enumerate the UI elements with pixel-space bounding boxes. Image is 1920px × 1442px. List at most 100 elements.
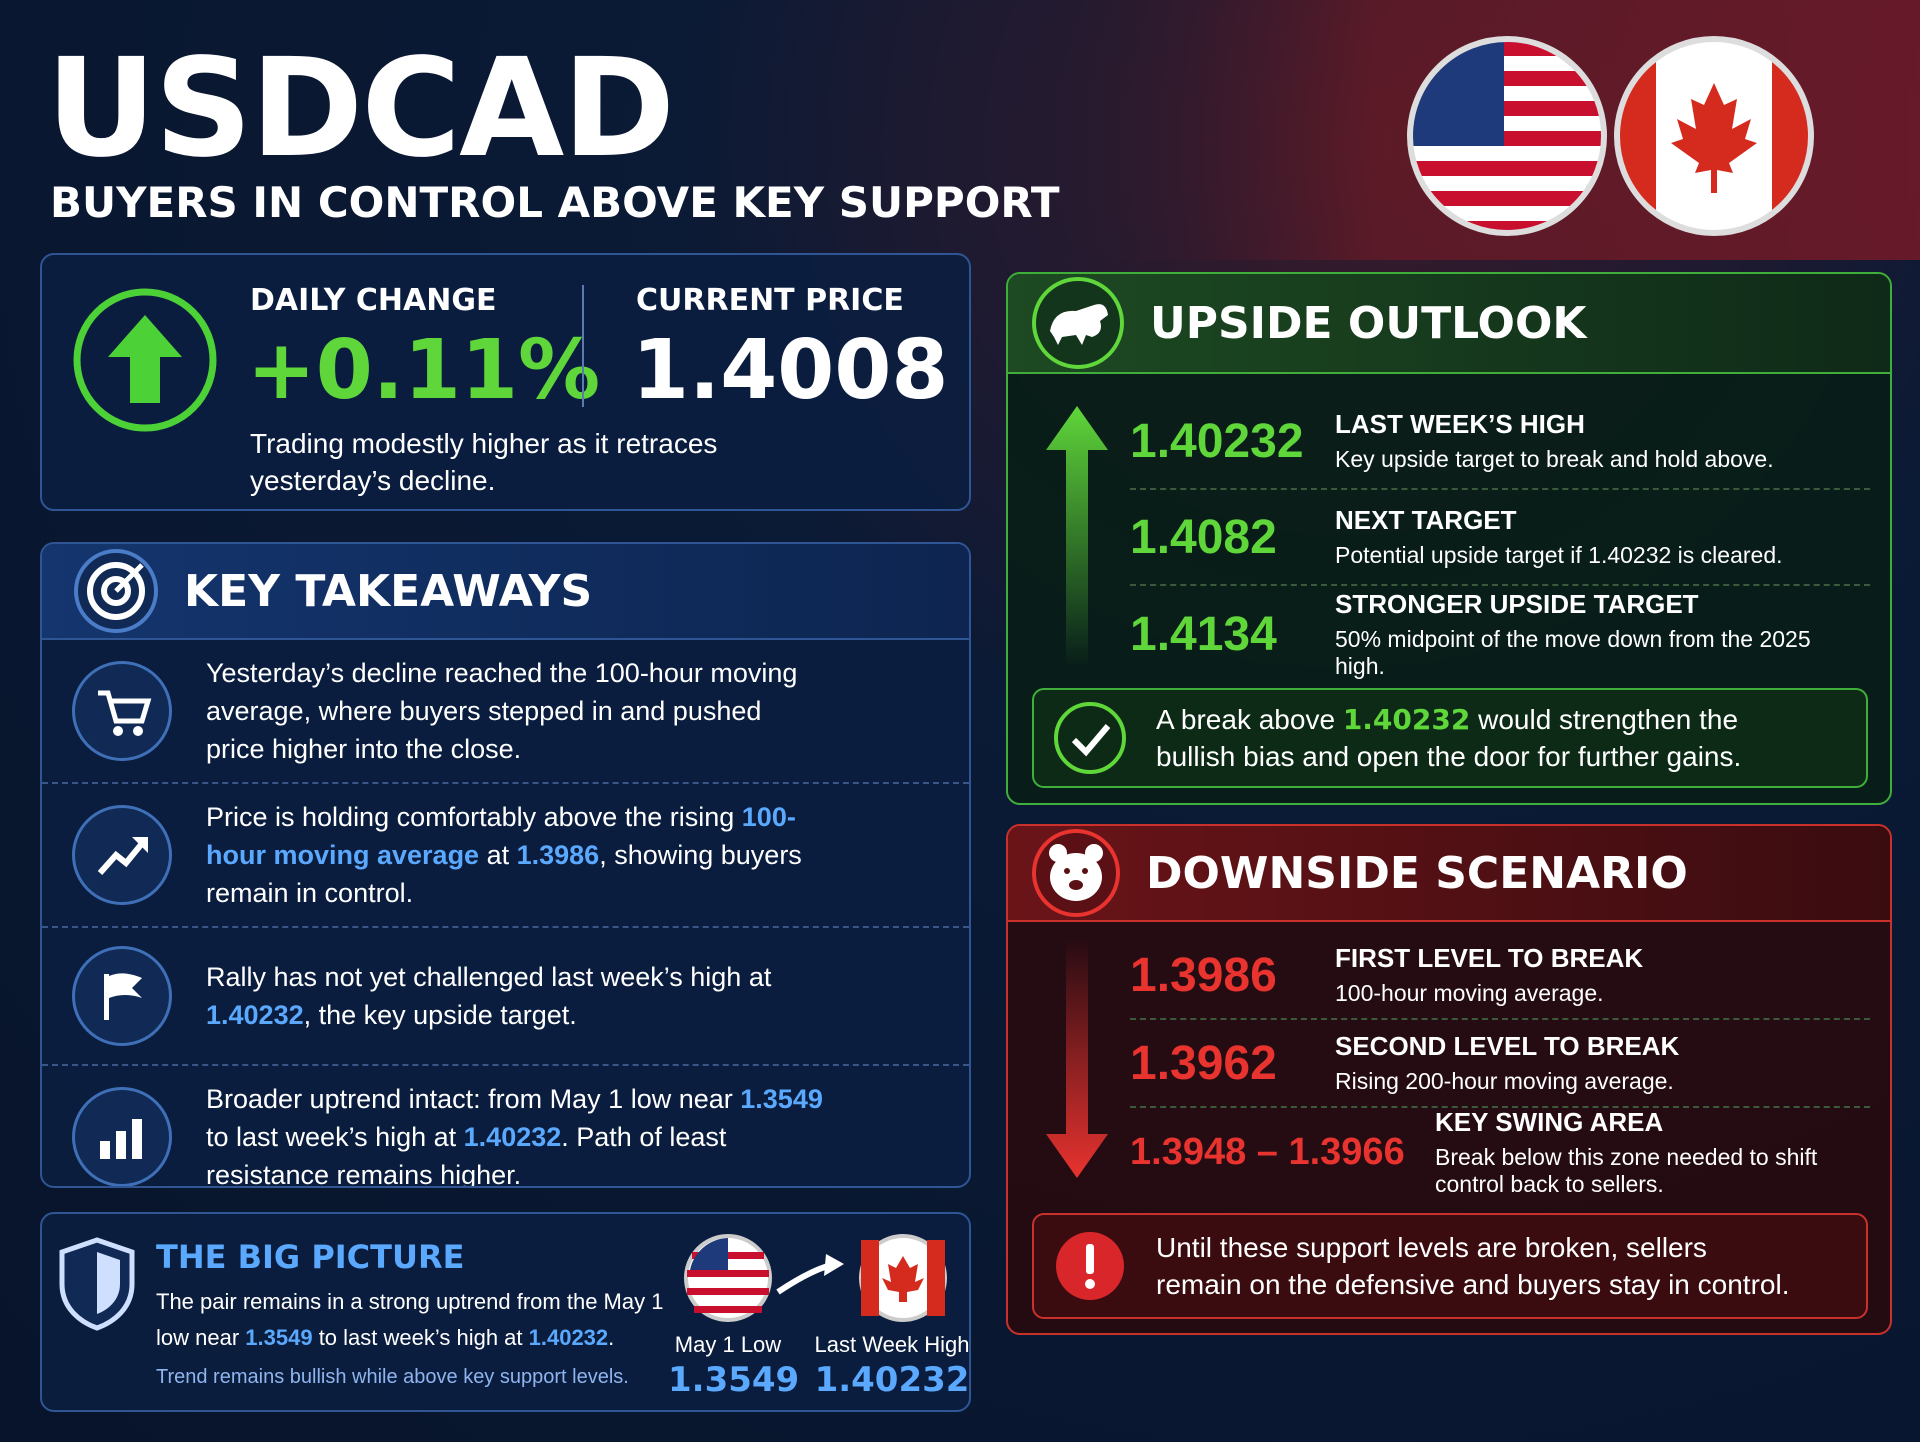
shield-icon xyxy=(59,1237,135,1331)
level-desc: 50% midpoint of the move down from the 2… xyxy=(1335,625,1811,679)
mini-flags xyxy=(684,1234,947,1322)
level: 1.4082 NEXT TARGET Potential upside target… xyxy=(1130,490,1870,586)
current-price: 1.4008 xyxy=(632,323,949,418)
highlight: 1.40232 xyxy=(528,1325,609,1350)
level: 1.4134 STRONGER UPSIDE TARGET 50% midpoint… xyxy=(1130,586,1870,682)
takeaway: Yesterday’s decline reached the 100-hour… xyxy=(42,640,969,784)
level: 1.3986 FIRST LEVEL TO BREAK 100-hour movin… xyxy=(1130,932,1870,1020)
title: USDCAD xyxy=(46,30,675,188)
icon xyxy=(98,690,152,736)
highlight: 100-hour moving average xyxy=(206,802,796,870)
level-desc: Rising 200-hour moving average. xyxy=(1335,1068,1674,1094)
to-label: Last Week High xyxy=(814,1332,970,1357)
takeaway-icon xyxy=(72,946,172,1046)
downside-note-box: Until these support levels are broken, s… xyxy=(1032,1213,1868,1319)
level: 1.3948 – 1.3966 KEY SWING AREA Break below… xyxy=(1130,1107,1870,1198)
takeaway-icon xyxy=(72,1087,172,1186)
level-info: SECOND LEVEL TO BREAK Rising 200-hour mov… xyxy=(1335,1031,1679,1095)
text: to last week’s high at xyxy=(206,1122,464,1152)
warning-icon xyxy=(1056,1232,1124,1300)
big-picture-panel: THE BIG PICTURE The pair remains in a st… xyxy=(40,1212,971,1412)
down-trend-arrow xyxy=(1046,938,1108,1178)
level-label: SECOND LEVEL TO BREAK xyxy=(1335,1031,1680,1061)
big-picture-title: THE BIG PICTURE xyxy=(156,1238,465,1276)
from-value: 1.3549 xyxy=(668,1360,800,1400)
takeaway-text: Rally has not yet challenged last week’s… xyxy=(206,958,826,1034)
up-arrow-icon xyxy=(73,288,217,432)
highlight: 1.40232 xyxy=(463,1122,562,1152)
bear-icon xyxy=(1032,829,1120,917)
text: , the key upside target. xyxy=(303,1000,577,1030)
to-value: 1.40232 xyxy=(814,1360,970,1400)
level-info: KEY SWING AREA Break below this zone need… xyxy=(1435,1107,1860,1198)
summary-panel: DAILY CHANGE +0.11% CURRENT PRICE 1.4008… xyxy=(40,253,971,511)
upside-levels: 1.40232 LAST WEEK’S HIGH Key upside target… xyxy=(1130,394,1870,682)
highlight: 1.3549 xyxy=(740,1084,823,1114)
level-value: 1.3986 xyxy=(1130,948,1277,1002)
icon xyxy=(97,837,148,875)
takeaway-text: Broader uptrend intact: from May 1 low n… xyxy=(206,1080,826,1188)
from-label: May 1 Low xyxy=(674,1332,782,1357)
daily-change: +0.11% xyxy=(247,323,601,418)
level-label: NEXT TARGET xyxy=(1335,505,1517,535)
bull-icon xyxy=(1032,277,1124,369)
text: to last week’s high at xyxy=(312,1325,529,1350)
highlight: 1.40232 xyxy=(1342,703,1471,736)
upside-panel: UPSIDE OUTLOOK 1.40232 LAST WEEK’S HIGH Ke… xyxy=(1006,272,1892,805)
downside-title: DOWNSIDE SCENARIO xyxy=(1146,847,1688,899)
text: The pair remains in a strong uptrend fro… xyxy=(156,1289,664,1350)
level-label: LAST WEEK’S HIGH xyxy=(1335,409,1585,439)
level-label: STRONGER UPSIDE TARGET xyxy=(1335,588,1699,619)
takeaways-panel: KEY TAKEAWAYS Yesterday’s decline reache… xyxy=(40,542,971,1188)
current-price-label: CURRENT PRICE xyxy=(636,283,904,318)
takeaway: Broader uptrend intact: from May 1 low n… xyxy=(42,1066,969,1188)
text: . xyxy=(608,1325,615,1350)
highlight: 1.40232 xyxy=(206,1000,304,1030)
level-value: 1.40232 xyxy=(1130,414,1304,468)
takeaways-header: KEY TAKEAWAYS xyxy=(42,544,969,640)
check-icon xyxy=(1054,702,1126,774)
level-desc: Key upside target to break and hold abov… xyxy=(1335,446,1774,472)
takeaway-icon xyxy=(72,661,172,761)
takeaway-icon xyxy=(72,805,172,905)
takeaways-title: KEY TAKEAWAYS xyxy=(184,565,593,617)
text: Price is holding comfortably above the r… xyxy=(206,802,742,832)
us-flag xyxy=(1407,36,1607,236)
level-value: 1.3948 – 1.3966 xyxy=(1130,1130,1405,1173)
takeaway: Price is holding comfortably above the r… xyxy=(42,784,969,928)
downside-levels: 1.3986 FIRST LEVEL TO BREAK 100-hour movin… xyxy=(1130,932,1870,1198)
level: 1.3962 SECOND LEVEL TO BREAK Rising 200-ho… xyxy=(1130,1020,1870,1108)
level-value: 1.3962 xyxy=(1130,1036,1277,1090)
level-info: LAST WEEK’S HIGH Key upside target to bre… xyxy=(1335,409,1774,473)
text: Yesterday’s decline reached the 100-hour… xyxy=(206,658,798,764)
text: Broader uptrend intact: from May 1 low n… xyxy=(206,1084,741,1114)
downside-note: Until these support levels are broken, s… xyxy=(1156,1232,1790,1300)
text: , showing buyers remain in control. xyxy=(206,840,802,908)
highlight: 1.3986 xyxy=(516,840,600,870)
downside-panel: DOWNSIDE SCENARIO 1.3986 FIRST LEVEL TO B… xyxy=(1006,824,1892,1335)
text: would strengthen the bullish bias and op… xyxy=(1156,704,1742,772)
takeaway-text: Price is holding comfortably above the r… xyxy=(206,798,826,912)
level-desc: Potential upside target if 1.40232 is cl… xyxy=(1335,542,1783,568)
subtitle: BUYERS IN CONTROL ABOVE KEY SUPPORT xyxy=(50,178,1060,227)
summary-note: Trading modestly higher as it retraces y… xyxy=(250,428,718,496)
level-value: 1.4134 xyxy=(1130,607,1277,661)
level-info: FIRST LEVEL TO BREAK 100-hour moving aver… xyxy=(1335,943,1643,1007)
level-value: 1.4082 xyxy=(1130,510,1277,564)
canada-flag xyxy=(1614,36,1814,236)
divider xyxy=(582,285,584,407)
upside-note-box: A break above 1.40232 would strengthen t… xyxy=(1032,688,1868,788)
big-picture-text: The pair remains in a strong uptrend fro… xyxy=(156,1284,696,1356)
upside-title: UPSIDE OUTLOOK xyxy=(1150,297,1587,349)
big-picture-note: Trend remains bullish while above key su… xyxy=(156,1366,629,1388)
level-label: FIRST LEVEL TO BREAK xyxy=(1335,943,1644,973)
highlight: 1.3549 xyxy=(245,1325,313,1350)
text: A break above xyxy=(1156,704,1343,735)
text: . Path of least resistance remains highe… xyxy=(206,1122,727,1188)
level-desc: Break below this zone needed to shift co… xyxy=(1435,1143,1818,1197)
level-label: KEY SWING AREA xyxy=(1435,1106,1664,1137)
icon xyxy=(104,973,142,1020)
takeaway: Rally has not yet challenged last week’s… xyxy=(42,928,969,1066)
level-info: STRONGER UPSIDE TARGET 50% midpoint of th… xyxy=(1335,589,1860,680)
